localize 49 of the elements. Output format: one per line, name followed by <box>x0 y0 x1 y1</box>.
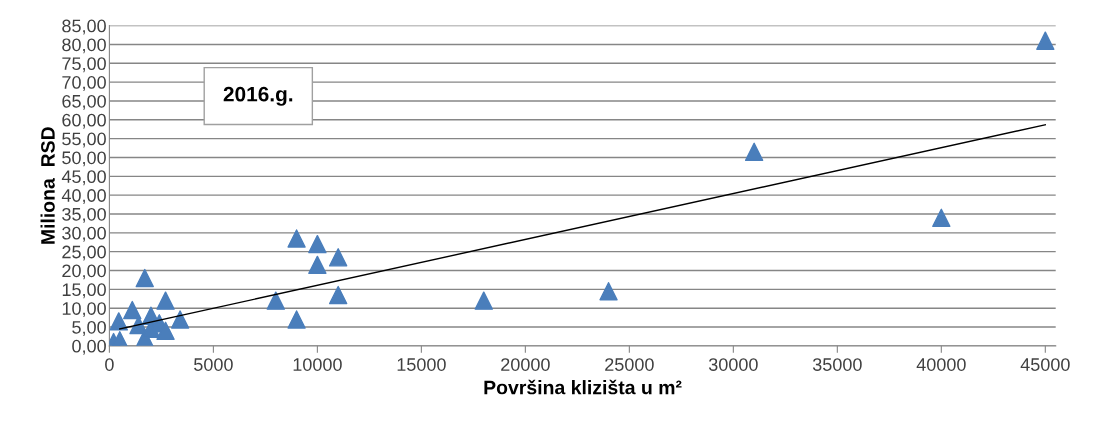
x-tick-label: 45000 <box>1020 358 1070 371</box>
point <box>308 255 327 275</box>
y-tick-label: 75,00 <box>62 57 106 73</box>
x-tick-label: 20000 <box>501 358 550 371</box>
y-tick-label: 30,00 <box>62 226 106 242</box>
point <box>109 312 128 331</box>
x-tick-label: 0 <box>105 358 114 371</box>
point <box>1036 31 1055 50</box>
y-tick-label: 35,00 <box>62 207 106 223</box>
x-tick-label: 15000 <box>397 358 446 371</box>
point <box>156 291 175 310</box>
y-tick-label: 15,00 <box>62 283 106 299</box>
point <box>170 310 190 329</box>
y-tick-label: 65,00 <box>62 94 106 110</box>
point <box>744 142 764 162</box>
x-tick-label: 40000 <box>916 358 966 371</box>
y-tick-label: 5,00 <box>72 320 106 336</box>
y-tick-label: 0,00 <box>72 339 106 355</box>
point <box>932 208 951 227</box>
y-tick-label: 55,00 <box>62 132 106 148</box>
x-tick-label: 25000 <box>605 358 654 371</box>
y-tick-label: 50,00 <box>62 151 106 167</box>
y-tick-label: 80,00 <box>62 38 106 54</box>
point <box>156 321 175 341</box>
y-tick-label: 70,00 <box>62 76 106 91</box>
y-tick-label: 25,00 <box>62 245 106 261</box>
y-tick-label: 10,00 <box>62 302 106 318</box>
point <box>599 282 618 301</box>
annotation: 2016.g. <box>223 86 293 106</box>
point <box>308 234 327 254</box>
y-tick-label: 85,00 <box>62 19 106 35</box>
point <box>474 291 493 310</box>
x-tick-label: 35000 <box>812 358 862 371</box>
y-axis-title: Miliona RSD <box>40 127 55 244</box>
x-axis-title: Površina klizišta u m² <box>484 379 682 395</box>
point <box>135 268 154 288</box>
point <box>123 300 142 320</box>
point <box>328 285 348 305</box>
x-tick-label: 30000 <box>708 358 758 371</box>
point <box>287 229 306 248</box>
point <box>328 248 348 267</box>
point <box>266 291 285 310</box>
x-tick-label: 5000 <box>194 358 233 371</box>
y-tick-label: 40,00 <box>61 189 106 205</box>
y-tick-label: 60,00 <box>62 113 106 129</box>
y-tick-label: 45,00 <box>61 170 106 186</box>
point <box>287 310 306 329</box>
y-tick-label: 20,00 <box>62 264 106 280</box>
x-tick-label: 10000 <box>293 358 342 371</box>
